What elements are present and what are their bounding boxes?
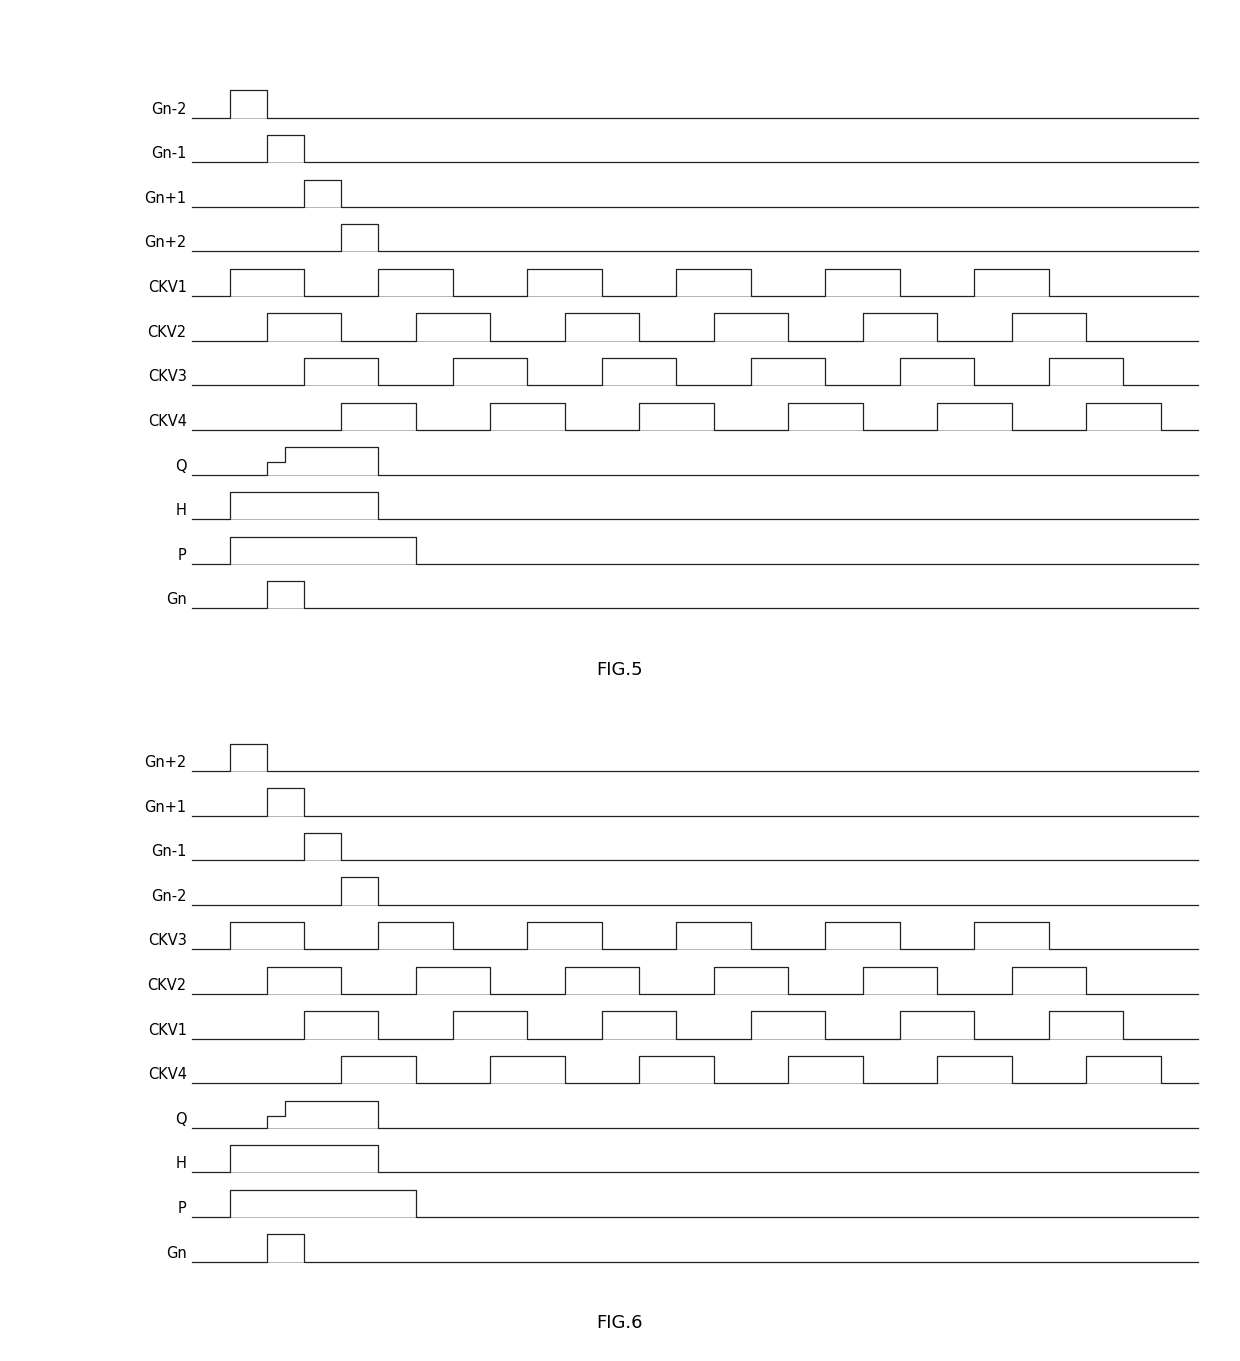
- Text: CKV2: CKV2: [148, 979, 187, 994]
- Text: H: H: [176, 504, 187, 519]
- Text: FIG.5: FIG.5: [596, 660, 644, 679]
- Text: CKV4: CKV4: [148, 1067, 187, 1082]
- Text: CKV1: CKV1: [148, 1022, 187, 1037]
- Text: CKV2: CKV2: [148, 325, 187, 340]
- Text: Gn+1: Gn+1: [145, 191, 187, 206]
- Text: Gn: Gn: [166, 1245, 187, 1260]
- Text: P: P: [179, 1202, 187, 1217]
- Text: CKV4: CKV4: [148, 414, 187, 429]
- Text: Gn-2: Gn-2: [151, 889, 187, 904]
- Text: CKV1: CKV1: [148, 280, 187, 295]
- Text: Q: Q: [175, 459, 187, 474]
- Text: Gn+2: Gn+2: [145, 755, 187, 770]
- Text: Q: Q: [175, 1112, 187, 1127]
- Text: CKV3: CKV3: [148, 934, 187, 949]
- Text: Gn+2: Gn+2: [145, 235, 187, 250]
- Text: P: P: [179, 548, 187, 563]
- Text: Gn+1: Gn+1: [145, 799, 187, 814]
- Text: H: H: [176, 1157, 187, 1172]
- Text: Gn-1: Gn-1: [151, 844, 187, 859]
- Text: FIG.6: FIG.6: [596, 1313, 644, 1332]
- Text: Gn-1: Gn-1: [151, 146, 187, 161]
- Text: CKV3: CKV3: [148, 369, 187, 384]
- Text: Gn-2: Gn-2: [151, 102, 187, 117]
- Text: Gn: Gn: [166, 592, 187, 607]
